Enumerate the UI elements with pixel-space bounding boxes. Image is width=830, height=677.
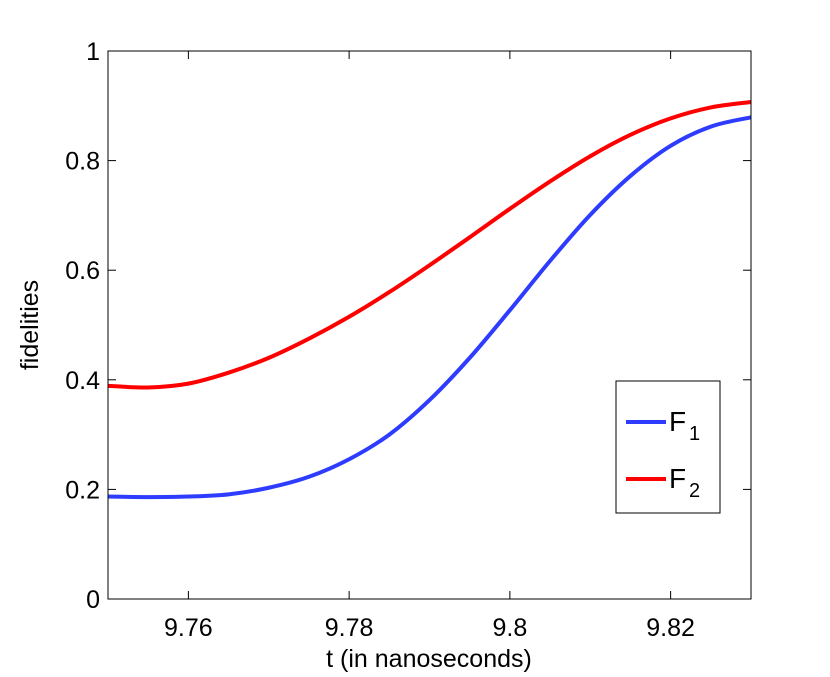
y-axis-label: fidelities — [16, 280, 44, 370]
x-tick-label: 9.76 — [164, 614, 213, 642]
legend-subscript-f1: 1 — [689, 423, 700, 445]
y-tick-label: 0.4 — [65, 367, 100, 395]
legend-label-f2: F — [669, 463, 686, 494]
legend-subscript-f2: 2 — [689, 480, 700, 502]
x-axis-label: t (in nanoseconds) — [326, 645, 532, 673]
x-tick-label: 9.8 — [492, 614, 527, 642]
y-tick-labels: 0 0.2 0.4 0.6 0.8 1 — [65, 38, 100, 614]
series-line-f2 — [107, 99, 752, 390]
y-tick-label: 0.2 — [65, 476, 100, 504]
legend-box — [615, 380, 721, 514]
y-tick-label: 0.8 — [65, 148, 100, 176]
y-tick-label: 1 — [86, 38, 100, 66]
x-tick-label: 9.82 — [646, 614, 695, 642]
y-tick-label: 0 — [86, 586, 100, 614]
legend: F 1F 2 — [615, 380, 721, 514]
series-line-f1 — [107, 115, 752, 500]
y-tick-label: 0.6 — [65, 257, 100, 285]
plot-frame — [107, 50, 752, 600]
plot-area — [108, 51, 751, 599]
x-tick-label: 9.78 — [325, 614, 374, 642]
x-tick-labels: 9.76 9.78 9.8 9.82 — [164, 614, 695, 642]
series-lines — [107, 99, 752, 500]
legend-label-f1: F — [669, 406, 686, 437]
